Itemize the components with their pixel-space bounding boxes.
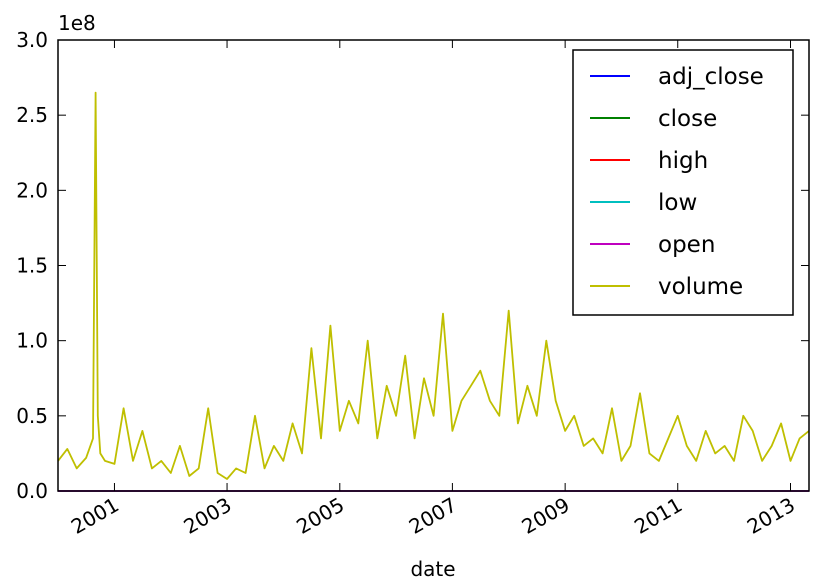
legend-label-volume: volume	[658, 274, 743, 300]
y-tick-label: 2.0	[16, 178, 48, 202]
y-tick-label: 1.5	[16, 254, 48, 278]
legend-label-open: open	[658, 232, 715, 258]
legend-label-close: close	[658, 106, 717, 132]
x-tick-label: 2009	[518, 493, 574, 539]
x-tick-label: 2011	[630, 493, 686, 539]
y-offset-label: 1e8	[58, 11, 96, 35]
x-axis-label: date	[410, 557, 455, 581]
x-tick-label: 2001	[67, 493, 123, 539]
legend-label-adj-close: adj_close	[658, 64, 764, 90]
x-tick-label: 2005	[292, 493, 348, 539]
x-tick-label: 2003	[179, 493, 235, 539]
x-tick-label: 2007	[405, 493, 461, 539]
legend-frame	[572, 49, 794, 316]
y-tick-label: 1.0	[16, 329, 48, 353]
y-tick-label: 2.5	[16, 103, 48, 127]
legend-label-low: low	[658, 190, 697, 216]
y-tick-label: 0.5	[16, 404, 48, 428]
y-tick-label: 0.0	[16, 479, 48, 503]
x-tick-label: 2013	[743, 493, 799, 539]
y-tick-label: 3.0	[16, 28, 48, 52]
legend-label-high: high	[658, 148, 708, 174]
series-line-volume	[57, 91, 810, 480]
